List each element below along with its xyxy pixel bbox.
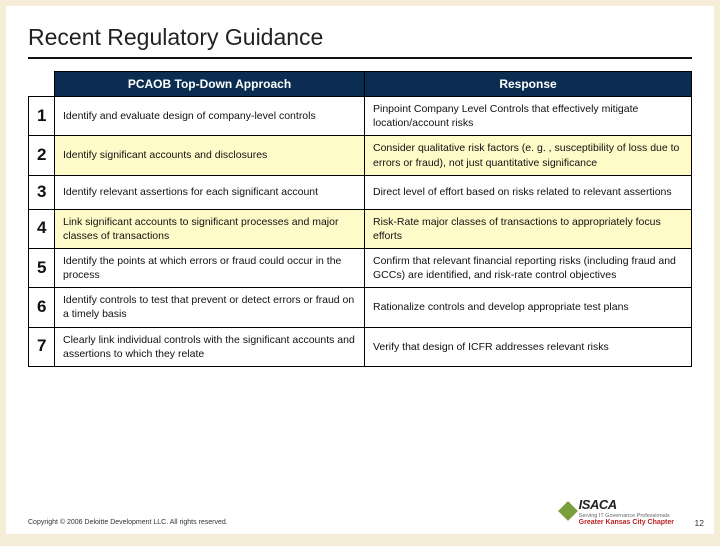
row-number: 2 (29, 136, 55, 175)
table-header-blank (29, 72, 55, 97)
table-row: 7Clearly link individual controls with t… (29, 327, 692, 366)
response-cell: Verify that design of ICFR addresses rel… (365, 327, 692, 366)
pcaob-cell: Identify the points at which errors or f… (55, 248, 365, 287)
table-header-response: Response (365, 72, 692, 97)
page-number: 12 (695, 518, 704, 528)
logo-chapter: Greater Kansas City Chapter (579, 519, 674, 526)
logo-diamond-icon (558, 501, 578, 521)
footer: Copyright © 2006 Deloitte Development LL… (28, 496, 692, 527)
table-header-row: PCAOB Top-Down Approach Response (29, 72, 692, 97)
response-cell: Pinpoint Company Level Controls that eff… (365, 97, 692, 136)
row-number: 7 (29, 327, 55, 366)
row-number: 1 (29, 97, 55, 136)
table-row: 3Identify relevant assertions for each s… (29, 175, 692, 209)
page-title: Recent Regulatory Guidance (28, 24, 692, 51)
table-row: 1Identify and evaluate design of company… (29, 97, 692, 136)
slide: Recent Regulatory Guidance PCAOB Top-Dow… (6, 6, 714, 534)
isaca-logo: ISACA Serving IT Governance Professional… (561, 496, 674, 527)
response-cell: Rationalize controls and develop appropr… (365, 288, 692, 327)
pcaob-cell: Identify and evaluate design of company-… (55, 97, 365, 136)
table-row: 5Identify the points at which errors or … (29, 248, 692, 287)
pcaob-cell: Identify controls to test that prevent o… (55, 288, 365, 327)
table-row: 4Link significant accounts to significan… (29, 209, 692, 248)
table-row: 6Identify controls to test that prevent … (29, 288, 692, 327)
copyright-text: Copyright © 2006 Deloitte Development LL… (28, 519, 228, 526)
response-cell: Risk-Rate major classes of transactions … (365, 209, 692, 248)
title-rule (28, 57, 692, 59)
pcaob-cell: Link significant accounts to significant… (55, 209, 365, 248)
response-cell: Direct level of effort based on risks re… (365, 175, 692, 209)
response-cell: Consider qualitative risk factors (e. g.… (365, 136, 692, 175)
pcaob-cell: Clearly link individual controls with th… (55, 327, 365, 366)
guidance-table: PCAOB Top-Down Approach Response 1Identi… (28, 71, 692, 367)
table-header-pcaob: PCAOB Top-Down Approach (55, 72, 365, 97)
logo-name: ISACA (579, 497, 617, 512)
row-number: 4 (29, 209, 55, 248)
table-row: 2Identify significant accounts and discl… (29, 136, 692, 175)
row-number: 6 (29, 288, 55, 327)
row-number: 3 (29, 175, 55, 209)
pcaob-cell: Identify significant accounts and disclo… (55, 136, 365, 175)
response-cell: Confirm that relevant financial reportin… (365, 248, 692, 287)
pcaob-cell: Identify relevant assertions for each si… (55, 175, 365, 209)
row-number: 5 (29, 248, 55, 287)
